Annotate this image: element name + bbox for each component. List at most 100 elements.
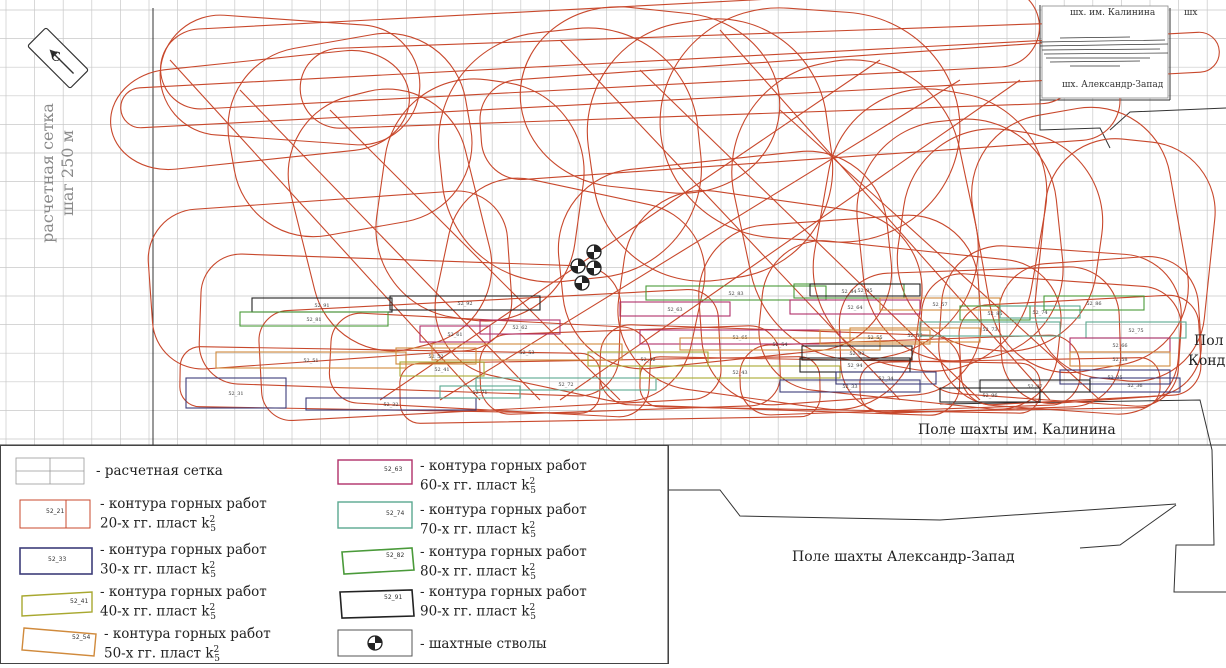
- contour-20s: [227, 32, 473, 238]
- shaft-icon: [586, 260, 602, 276]
- panel-label: 52_63: [667, 307, 682, 313]
- mining-panel: [239, 311, 389, 327]
- panel-label: 52_84: [841, 289, 856, 295]
- legend-sample-40s: [21, 591, 93, 617]
- panel-label: 52_64: [847, 305, 862, 311]
- mining-panels: 52_91 52_81 52_92 52_61 52_62 52_51 52_52 52_53…: [185, 283, 1187, 411]
- contour-20s: [698, 214, 982, 406]
- shaft-icon: [367, 635, 383, 651]
- panel-label: 52_57: [932, 302, 947, 308]
- legend-item-grid: - расчетная сетка: [96, 463, 223, 479]
- mining-panel: [979, 379, 1091, 393]
- mining-panel: [439, 385, 521, 399]
- contour-20s: [859, 357, 1161, 413]
- panel-label: 52_85: [987, 311, 1002, 317]
- panel-label: 52_62: [512, 325, 527, 331]
- contour-20s: [287, 88, 493, 352]
- panel-label: 52_56: [907, 333, 922, 339]
- panel-label: 52_36: [1127, 383, 1142, 389]
- contour-20s: [971, 106, 1189, 374]
- mining-panel: [185, 377, 287, 409]
- contour-20s: [169, 59, 481, 401]
- mining-panel: [879, 297, 1001, 311]
- mining-panel: [801, 345, 913, 361]
- contour-20s: [439, 79, 961, 401]
- mining-panel: [819, 329, 931, 345]
- legend-item-80s: - контура горных работ 80-х гг. пласт k2…: [420, 544, 587, 583]
- panel-label: 52_55: [867, 335, 882, 341]
- contour-20s: [758, 240, 1062, 410]
- legend-sample-label: 52_33: [48, 556, 67, 563]
- edge-label-2: Конд: [1188, 353, 1226, 369]
- contour-20s: [719, 29, 1051, 401]
- field-kalinin-label: Поле шахты им. Калинина: [918, 422, 1116, 438]
- panel-label: 52_94: [847, 363, 862, 369]
- contour-20s: [375, 78, 585, 322]
- mining-panel: [645, 285, 827, 301]
- grid-label-line1: расчетная сетка: [38, 103, 57, 243]
- contour-20s: [896, 128, 1104, 352]
- panel-label: 52_51: [303, 358, 318, 364]
- edge-label-1: Пол: [1194, 333, 1224, 349]
- legend-sample-label: 52_54: [72, 634, 91, 641]
- legend-sample-20s: [19, 499, 91, 529]
- contour-20s: [239, 89, 541, 401]
- mining-panel: [809, 283, 921, 297]
- contour-20s: [739, 334, 1081, 416]
- shaft-icons: [570, 244, 602, 291]
- legend-sample-label: 52_63: [384, 466, 403, 473]
- panel-label: 52_83: [728, 291, 743, 297]
- mining-panel: [999, 305, 1081, 319]
- mining-panel: [399, 361, 485, 377]
- north-letter: С: [51, 50, 61, 65]
- grid-step-label: расчетная сетка шаг 250 м: [38, 98, 78, 248]
- panel-label: 52_32: [383, 402, 398, 408]
- panel-label: 52_33: [842, 384, 857, 390]
- contour-20s: [437, 27, 703, 283]
- contour-20s: [379, 59, 881, 401]
- mining-panel: [639, 329, 841, 345]
- mining-panel: [479, 319, 561, 335]
- panel-label: 52_96: [982, 393, 997, 399]
- contour-20s: [147, 190, 513, 370]
- mining-panel: [959, 305, 1031, 321]
- contour-20s: [434, 177, 706, 403]
- panel-label: 52_81: [306, 317, 321, 323]
- contour-20s: [998, 256, 1202, 404]
- panel-label: 52_66: [1112, 343, 1127, 349]
- contour-20s: [1034, 138, 1216, 382]
- mining-panel: [215, 351, 407, 369]
- inset-bottom-label: шх. Александр-Запад: [1062, 80, 1164, 90]
- contour-20s: [479, 39, 1121, 181]
- contour-20s: [617, 189, 923, 411]
- panel-label: 52_71: [472, 390, 487, 396]
- contour-20s: [198, 253, 622, 397]
- calculation-grid: [0, 0, 1226, 445]
- panel-label: 52_53: [519, 350, 534, 356]
- legend-sample-label: 52_74: [386, 510, 405, 517]
- mining-panel: [619, 301, 731, 317]
- legend-item-60s: - контура горных работ 60-х гг. пласт k2…: [420, 458, 587, 497]
- panel-label: 52_31: [228, 391, 243, 397]
- panel-label: 52_58: [1112, 357, 1127, 363]
- panel-label: 52_74: [1032, 310, 1047, 316]
- panel-label: 52_93: [849, 351, 864, 357]
- inset-top-label: шх. им. Калинина: [1070, 8, 1156, 18]
- legend-item-shafts: - шахтные стволы: [420, 636, 547, 652]
- legend-sample-50s: [21, 627, 97, 657]
- grid-label-line2: шаг 250 м: [58, 130, 77, 216]
- legend-sample-60s: [337, 459, 413, 485]
- mining-panel: [1043, 295, 1145, 311]
- mining-panel: [779, 379, 921, 393]
- legend-item-70s: - контура горных работ 70-х гг. пласт k2…: [420, 502, 587, 541]
- north-arrow: [27, 27, 89, 89]
- panel-label: 52_54: [772, 342, 787, 348]
- panel-label: 52_42: [640, 357, 655, 363]
- legend-sample-label: 52_91: [384, 594, 403, 601]
- shaft-icon: [570, 258, 586, 274]
- panel-label: 52_92: [457, 301, 472, 307]
- legend-item-90s: - контура горных работ 90-х гг. пласт k2…: [420, 584, 587, 623]
- contour-20s: [329, 109, 621, 401]
